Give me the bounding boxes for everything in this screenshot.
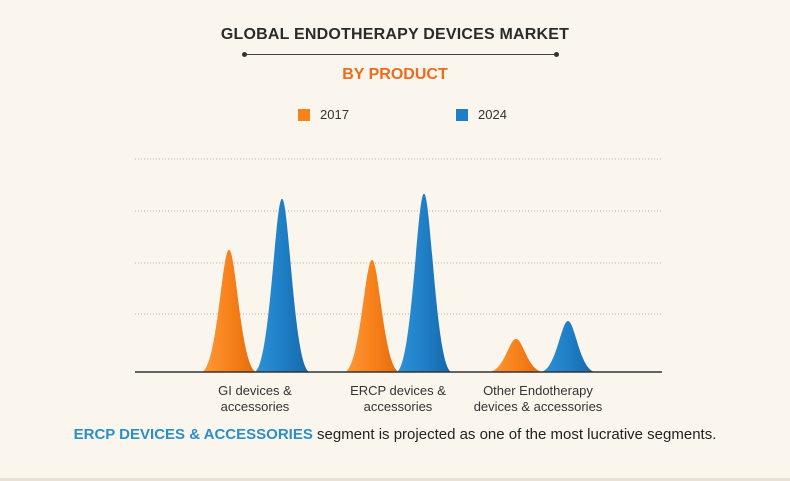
x-tick-label-line: GI devices & [218,383,292,398]
legend-swatch-2017 [298,108,310,121]
x-tick-label-line: devices & accessories [474,399,603,414]
peak-2024-2 [396,193,452,372]
x-tick-label: Other Endotherapy devices & accessories [474,383,603,414]
title-divider [242,52,559,57]
x-tick-label-line: ERCP devices & [350,383,446,398]
x-tick-label: GI devices & accessories [218,383,292,414]
chart-title: GLOBAL ENDOTHERAPY DEVICES MARKET [220,26,570,43]
legend-label-2024: 2024 [478,107,507,122]
x-tick-label: ERCP devices & accessories [350,383,446,414]
footer-text: segment is projected as one of the most … [312,426,717,443]
legend-item-2017: 2017 [298,107,349,122]
footer-note: ERCP DEVICES & ACCESSORIES segment is pr… [0,426,790,443]
peak-2024-3 [540,321,596,372]
bottom-bar [0,478,790,481]
legend-item-2024: 2024 [456,107,507,122]
divider-right-dot [554,52,559,57]
footer-highlight: ERCP DEVICES & ACCESSORIES [73,426,313,443]
x-tick-label-line: accessories [364,399,433,414]
chart-subtitle: BY PRODUCT [342,66,448,83]
legend-swatch-2024 [456,108,468,121]
x-tick-label-line: Other Endotherapy [483,383,593,398]
peak-2017-1 [201,249,257,372]
divider-left-dot [242,52,247,57]
peak-2017-2 [344,259,400,372]
peak-2024-1 [254,198,310,372]
peak-2017-3 [488,338,544,372]
x-tick-label-line: accessories [221,399,290,414]
legend-label-2017: 2017 [320,107,349,122]
